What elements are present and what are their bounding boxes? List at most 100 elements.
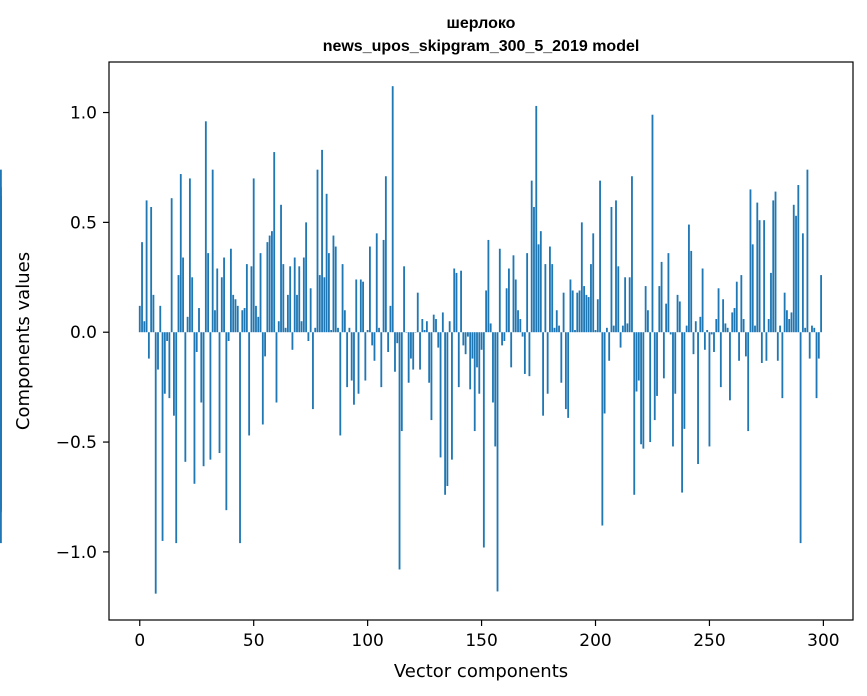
y-axis-ticks: −1.0 −0.5 0.0 0.5 1.0 — [56, 104, 109, 563]
bar — [147, 332, 150, 359]
bar — [760, 332, 763, 363]
bar — [653, 332, 656, 421]
bar — [781, 332, 784, 399]
bar — [756, 202, 759, 333]
bar — [751, 244, 754, 333]
bar — [236, 305, 239, 333]
bar — [277, 321, 280, 333]
bar — [410, 332, 412, 359]
bar — [323, 277, 326, 333]
bar — [175, 332, 178, 544]
bar — [476, 332, 478, 368]
bar — [307, 332, 310, 341]
bar — [407, 332, 410, 383]
bar — [799, 332, 802, 544]
bar — [193, 332, 196, 484]
bar — [316, 169, 319, 333]
bar — [334, 246, 337, 333]
bar — [815, 332, 818, 399]
bar — [451, 332, 453, 460]
y-tick-label: −0.5 — [56, 433, 97, 453]
bar — [644, 286, 647, 333]
bar — [528, 332, 531, 377]
bar — [699, 316, 702, 333]
bar — [389, 305, 392, 333]
bar — [519, 319, 522, 333]
bar — [603, 332, 606, 414]
bar — [455, 272, 458, 333]
bar — [619, 332, 622, 348]
bar — [512, 255, 515, 333]
bar — [207, 253, 210, 333]
x-tick-label: 50 — [243, 631, 265, 651]
bar — [788, 319, 791, 333]
bar — [198, 308, 200, 333]
bar — [685, 325, 688, 333]
bar — [145, 200, 148, 333]
bar — [448, 321, 451, 333]
bar — [293, 257, 296, 333]
bar — [177, 275, 180, 333]
bar — [150, 206, 153, 333]
bar — [441, 312, 444, 333]
chart-title: шерлоко — [447, 15, 516, 32]
bar — [772, 200, 775, 333]
bar — [366, 330, 369, 333]
bar — [628, 277, 631, 333]
bars-group — [0, 86, 823, 594]
bar — [539, 231, 542, 333]
bar — [817, 332, 820, 359]
bar — [510, 332, 513, 368]
bar — [617, 266, 620, 333]
bar — [337, 327, 339, 333]
bar — [378, 327, 380, 333]
bar — [551, 264, 554, 333]
bar — [446, 332, 449, 486]
bar — [248, 332, 251, 436]
bar — [421, 319, 424, 333]
bar — [216, 268, 219, 333]
bar — [626, 323, 629, 333]
bar — [309, 288, 312, 333]
bar — [765, 332, 768, 361]
bar — [587, 297, 590, 333]
bar — [674, 332, 677, 394]
bar — [182, 257, 184, 333]
bar — [647, 310, 649, 333]
x-tick-label: 100 — [351, 631, 383, 651]
bar — [300, 321, 303, 333]
bar — [266, 242, 269, 333]
bar — [348, 327, 351, 333]
bar — [466, 332, 469, 337]
bar — [530, 180, 533, 333]
bar — [496, 332, 499, 592]
bar — [594, 330, 597, 333]
bar — [154, 332, 157, 594]
bar — [439, 332, 442, 458]
bar — [553, 327, 556, 333]
bar — [665, 303, 668, 333]
bar — [692, 332, 695, 355]
bar — [143, 321, 146, 333]
bar — [211, 169, 214, 333]
bar — [234, 299, 237, 333]
bar — [735, 281, 738, 333]
bar — [275, 332, 278, 403]
bar — [239, 332, 241, 544]
bar — [435, 319, 437, 333]
bar — [453, 268, 456, 333]
bar — [398, 332, 401, 570]
bar — [261, 332, 264, 425]
bar — [257, 316, 260, 333]
y-axis-label: Components values — [13, 252, 34, 430]
bar — [549, 246, 551, 333]
bar — [758, 220, 761, 333]
bar — [186, 316, 189, 333]
bar — [583, 286, 586, 333]
bar — [200, 332, 203, 403]
bar — [631, 176, 633, 333]
bar — [742, 319, 745, 333]
bar — [188, 178, 191, 333]
bar — [706, 330, 709, 333]
